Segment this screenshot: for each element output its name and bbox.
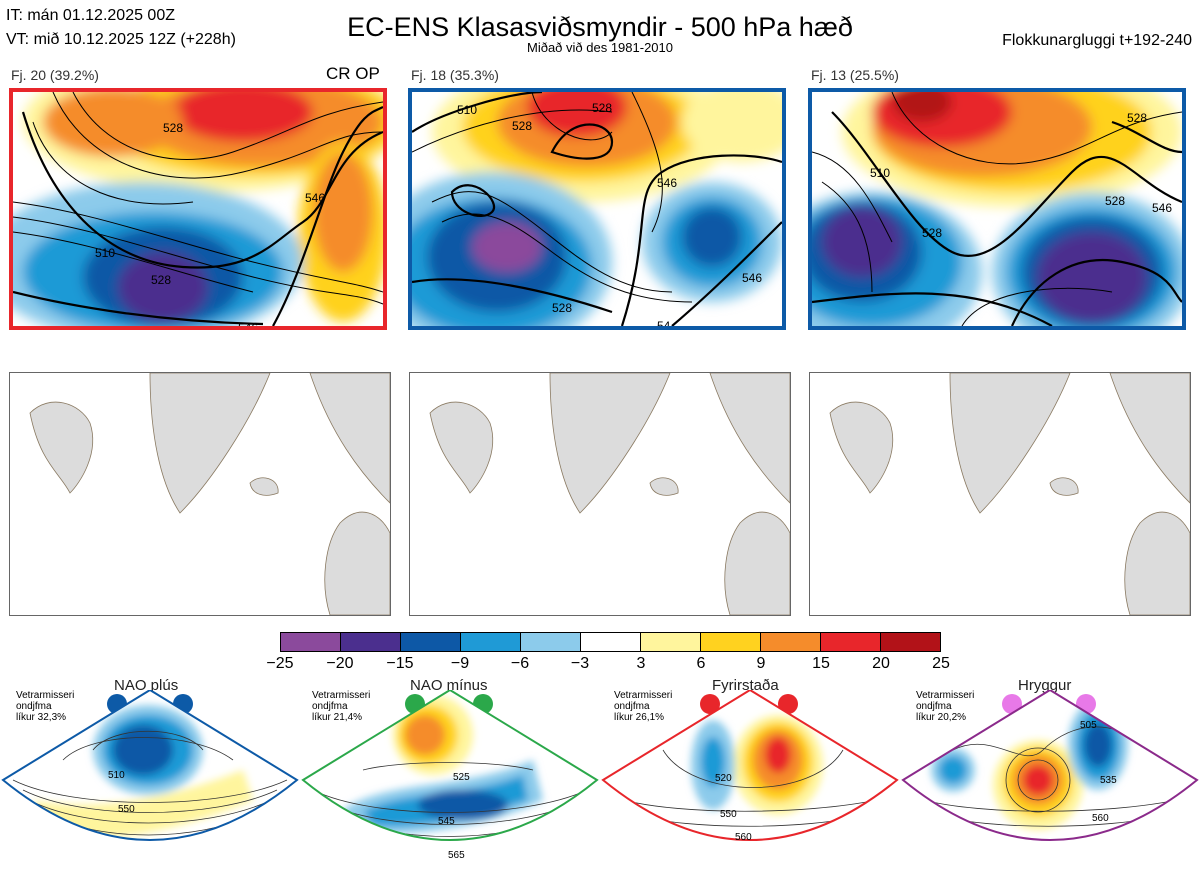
issue-time: IT: mán 01.12.2025 00Z (6, 7, 175, 24)
contour-label: 535 (1100, 775, 1117, 786)
colorbar-tick: 6 (696, 655, 706, 672)
cluster-1-tag: CR OP (326, 64, 380, 83)
cluster-1-label: Fj. 20 (39.2%) (11, 67, 99, 83)
cluster-1-map: 528 546 510 528 546 (9, 88, 387, 330)
colorbar-tick: 25 (932, 655, 950, 672)
land-outline (29, 373, 390, 615)
cluster-1-anomaly-field: 528 546 510 528 546 (13, 92, 383, 326)
colorbar-segment (281, 633, 341, 651)
contour-label: 510 (95, 246, 115, 260)
regime-1-title: NAO plús (114, 677, 179, 694)
regime-1-info: Vetrarmisseri ondjfma líkur 32,3% (16, 690, 75, 723)
contour-label: 528 (163, 121, 183, 135)
contour-label: 546 (1152, 201, 1172, 215)
regime-2-title: NAO mínus (410, 677, 488, 694)
colorbar-segment (401, 633, 461, 651)
contour-label: 546 (742, 271, 762, 285)
contour-label: 520 (715, 773, 732, 784)
regime-2-map: 525 545 565 (301, 690, 599, 861)
colorbar-tick: 15 (812, 655, 830, 672)
contour-label: 528 (1127, 111, 1147, 125)
colorbar-tick: −9 (450, 655, 470, 672)
colorbar-segment (761, 633, 821, 651)
cluster-3-anomaly-field: 510 528 528 546 528 (812, 92, 1182, 326)
regime-marker (778, 694, 798, 714)
base-map-2 (409, 372, 791, 616)
contour-label: 546 (657, 176, 677, 190)
colorbar-segment (821, 633, 881, 651)
contour-label: 546 (305, 191, 325, 205)
land-outline (429, 373, 790, 615)
contour-label: 550 (118, 804, 135, 815)
colorbar-tick: 9 (756, 655, 766, 672)
colorbar-tick: 20 (872, 655, 890, 672)
cluster-3-label: Fj. 13 (25.5%) (811, 67, 899, 83)
contour-label: 560 (1092, 813, 1109, 824)
contour-label: 565 (448, 850, 465, 861)
contour-label: 528 (512, 119, 532, 133)
classification-window: Flokkunargluggi t+192-240 (1002, 32, 1192, 49)
cluster-2-map: 510 528 528 546 528 546 54 (408, 88, 786, 330)
regime-4-info: Vetrarmisseri ondjfma líkur 20,2% (916, 690, 975, 723)
colorbar-segment (701, 633, 761, 651)
colorbar-tick: −20 (326, 655, 354, 672)
regime-4-map: 505 535 560 (901, 690, 1199, 841)
contour-label: 528 (922, 226, 942, 240)
colorbar-segment (461, 633, 521, 651)
contour-label: 560 (735, 832, 752, 843)
contour-label: 528 (151, 273, 171, 287)
colorbar-segment (521, 633, 581, 651)
regime-3-info: Vetrarmisseri ondjfma líkur 26,1% (614, 690, 673, 723)
cluster-3-map: 510 528 528 546 528 (808, 88, 1186, 330)
colorbar-tick: −6 (510, 655, 530, 672)
cluster-2-anomaly-field: 510 528 528 546 528 546 54 (412, 92, 782, 326)
colorbar-tick: −25 (266, 655, 294, 672)
contour-label: 510 (457, 103, 477, 117)
page-title: EC-ENS Klasasviðsmyndir - 500 hPa hæð (347, 12, 853, 42)
regime-3-map: 520 550 560 (601, 690, 899, 843)
contour-label: 525 (453, 772, 470, 783)
contour-label: 528 (592, 101, 612, 115)
land-outline (829, 373, 1190, 615)
base-map-3 (809, 372, 1191, 616)
colorbar-tick: −3 (570, 655, 590, 672)
contour-label: 545 (438, 816, 455, 827)
anomaly-colorbar (280, 632, 941, 652)
regime-marker (700, 694, 720, 714)
regime-2-info: Vetrarmisseri ondjfma líkur 21,4% (312, 690, 371, 723)
contour-label: 510 (870, 166, 890, 180)
contour-label: 505 (1080, 720, 1097, 731)
colorbar-tick: 3 (636, 655, 646, 672)
regime-3-title: Fyrirstaða (712, 677, 779, 694)
contour-label: 510 (108, 770, 125, 781)
base-map-1 (9, 372, 391, 616)
regime-4-title: Hryggur (1018, 677, 1072, 694)
regime-marker (1002, 694, 1022, 714)
contour-label: 528 (1105, 194, 1125, 208)
contour-label: 550 (720, 809, 737, 820)
colorbar-segment (641, 633, 701, 651)
page-subtitle: Miðað við des 1981-2010 (527, 40, 673, 55)
colorbar-segment (581, 633, 641, 651)
regime-1-map: 510 550 (1, 690, 299, 841)
cluster-2-label: Fj. 18 (35.3%) (411, 67, 499, 83)
contour-label: 528 (552, 301, 572, 315)
contour-label: 546 (238, 321, 258, 326)
valid-time: VT: mið 10.12.2025 12Z (+228h) (6, 31, 236, 48)
contour-label: 54 (657, 319, 671, 326)
colorbar-segment (341, 633, 401, 651)
colorbar-tick: −15 (386, 655, 414, 672)
colorbar-segment (881, 633, 940, 651)
